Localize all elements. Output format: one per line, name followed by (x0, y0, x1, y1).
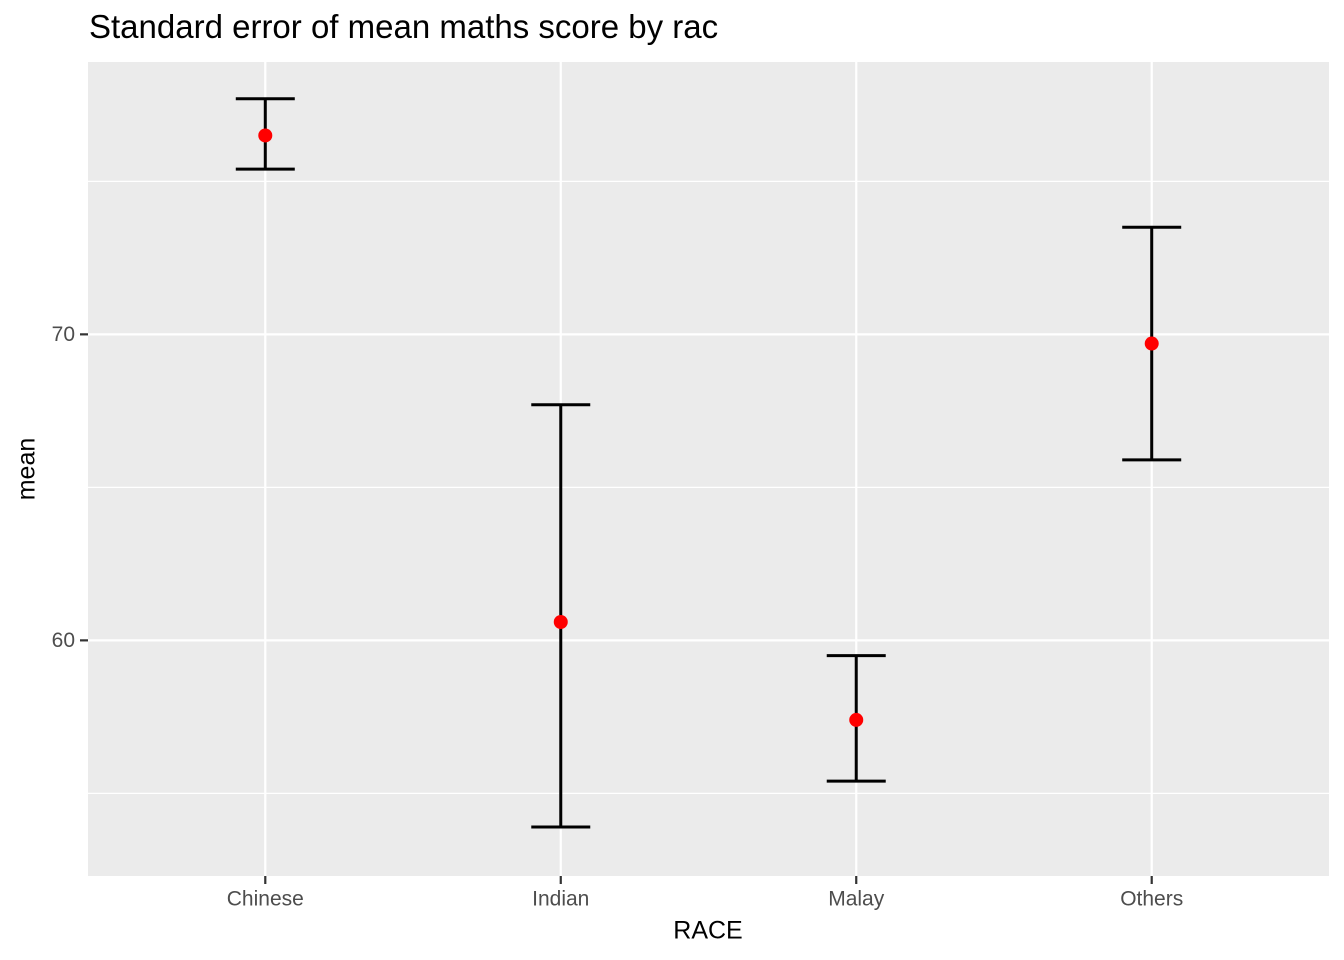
mean-point-malay (849, 712, 864, 727)
x-tick-label-chinese: Chinese (227, 888, 304, 911)
chart-title: Standard error of mean maths score by ra… (89, 8, 719, 45)
mean-point-others (1144, 336, 1159, 351)
panel-background (88, 62, 1329, 876)
mean-point-indian (553, 615, 568, 630)
y-tick-label-60: 60 (52, 629, 75, 652)
y-tick-label-70: 70 (52, 323, 75, 346)
x-tick-label-malay: Malay (828, 888, 885, 911)
mean-point-chinese (258, 128, 273, 143)
x-tick-label-others: Others (1120, 888, 1183, 911)
x-axis-title: RACE (673, 916, 743, 945)
x-tick-label-indian: Indian (532, 888, 589, 911)
